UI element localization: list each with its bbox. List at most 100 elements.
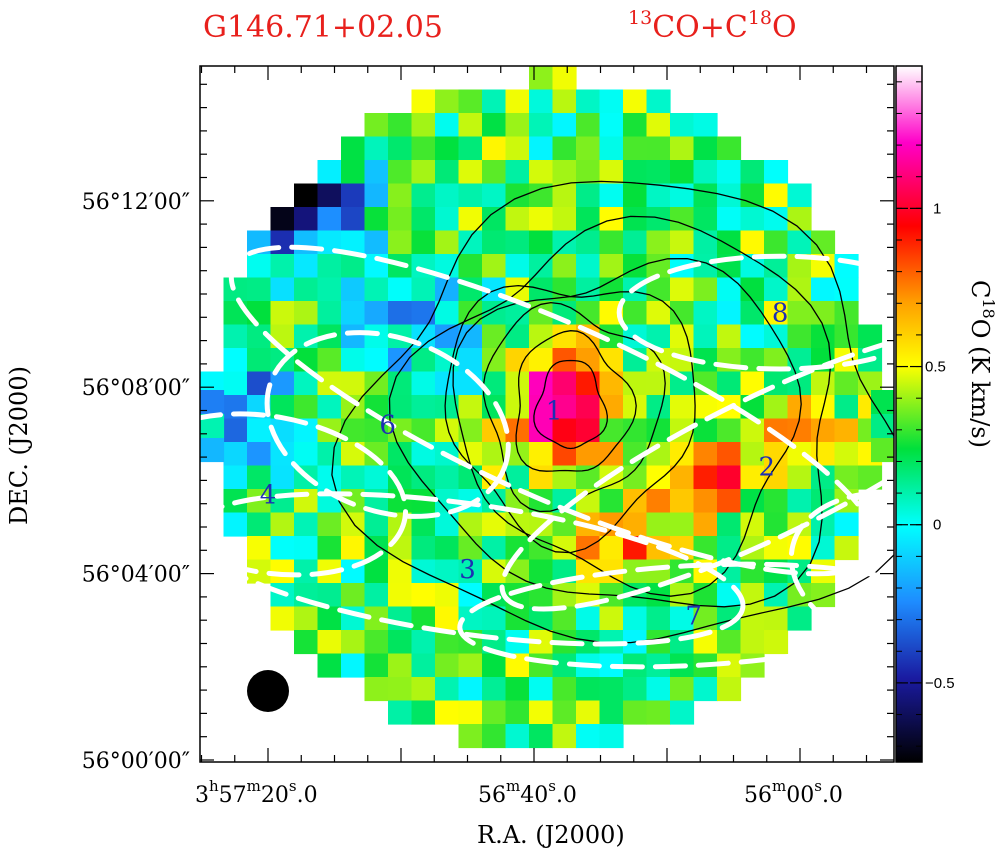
heatmap-cell (388, 677, 413, 702)
heatmap-cell (834, 536, 859, 561)
heatmap-cell (717, 160, 742, 185)
clump-label-8: 8 (772, 299, 789, 329)
heatmap-cell (435, 207, 460, 232)
heatmap-cell (529, 559, 554, 584)
heatmap-cell (388, 630, 413, 655)
y-tick-labels: 56°12′00″ 56°08′00″ 56°04′00″ 56°00′00″ (82, 190, 190, 774)
heatmap-cell (576, 254, 601, 279)
heatmap-cell (623, 160, 648, 185)
heatmap-cell (482, 183, 507, 208)
clump-labels: 12345678 (260, 299, 915, 632)
heatmap-cell (670, 677, 695, 702)
heatmap-cell (670, 160, 695, 185)
heatmap-cell (411, 89, 436, 114)
heatmap-cell (341, 348, 366, 373)
chart-title-right: 13CO+C18O (628, 7, 797, 45)
contour-line (444, 284, 696, 554)
colorbar-ticks: 1 0.5 0 −0.5 (896, 81, 955, 747)
heatmap-cell (317, 512, 342, 537)
heatmap-cell (576, 207, 601, 232)
heatmap-cell (505, 324, 530, 349)
heatmap-cell (482, 536, 507, 561)
heatmap-cell (505, 160, 530, 185)
heatmap-cell (764, 489, 789, 514)
heatmap-cell (247, 536, 272, 561)
heatmap-cell (317, 630, 342, 655)
heatmap-cell (834, 512, 859, 537)
heatmap-cell (740, 160, 765, 185)
heatmap-cell (717, 277, 742, 302)
heatmap-cell (505, 89, 530, 114)
heatmap-cell (693, 230, 718, 255)
heatmap-cell (223, 371, 248, 396)
heatmap-cell (670, 113, 695, 138)
heatmap-cell (576, 277, 601, 302)
heatmap-cell (341, 371, 366, 396)
heatmap-cell (623, 700, 648, 725)
heatmap-cell (411, 653, 436, 678)
heatmap-cell (670, 630, 695, 655)
heatmap-cell (623, 136, 648, 161)
heatmap-cell (764, 301, 789, 326)
heatmap-cell (599, 136, 624, 161)
heatmap-cell (787, 418, 812, 443)
heatmap-cell (552, 89, 577, 114)
heatmap-cell (811, 301, 836, 326)
colorbar-tick-label: −0.5 (925, 675, 955, 692)
heatmap-cell (529, 113, 554, 138)
heatmap-cell (435, 653, 460, 678)
heatmap-cell (529, 89, 554, 114)
heatmap-cell (646, 512, 671, 537)
heatmap-cell (317, 254, 342, 279)
heatmap-cell (341, 160, 366, 185)
heatmap-cell (294, 301, 319, 326)
heatmap-cell (599, 371, 624, 396)
heatmap-cell (529, 207, 554, 232)
contour-line (452, 257, 802, 597)
heatmap-cell (599, 254, 624, 279)
heatmap-cell (552, 371, 577, 396)
heatmap-cell (740, 183, 765, 208)
heatmap-cell (294, 606, 319, 631)
heatmap-cell (294, 395, 319, 420)
heatmap-cell (717, 465, 742, 490)
heatmap-cell (646, 559, 671, 584)
heatmap-cell (364, 559, 389, 584)
heatmap-cell (411, 301, 436, 326)
heatmap-cell (623, 207, 648, 232)
heatmap-cell (764, 606, 789, 631)
heatmap-cell (646, 418, 671, 443)
plot-frame (199, 65, 895, 763)
heatmap-cell (576, 700, 601, 725)
heatmap-cell (458, 512, 483, 537)
colorbar-label-a: C (966, 280, 994, 298)
clump-label-1: 1 (546, 397, 563, 427)
heatmap-cell (482, 254, 507, 279)
heatmap-cell (435, 559, 460, 584)
heatmap-cell (458, 160, 483, 185)
clump-label-6: 6 (379, 411, 396, 441)
heatmap-cell (599, 160, 624, 185)
title-species-b: O (772, 10, 797, 45)
heatmap-cell (717, 183, 742, 208)
heatmap-cell (552, 465, 577, 490)
heatmap-cell (670, 442, 695, 467)
heatmap-cell (317, 301, 342, 326)
heatmap-cell (787, 606, 812, 631)
heatmap-cell (552, 113, 577, 138)
heatmap-cell (552, 583, 577, 608)
heatmap-cell (529, 160, 554, 185)
heatmap-cell (529, 677, 554, 702)
heatmap-cell (764, 183, 789, 208)
heatmap-cell (223, 442, 248, 467)
heatmap-cell (552, 66, 577, 91)
heatmap-cell (411, 183, 436, 208)
heatmap-cell (552, 183, 577, 208)
heatmap-cell (599, 489, 624, 514)
heatmap-cell (458, 559, 483, 584)
heatmap-cell (623, 418, 648, 443)
heatmap-cell (482, 301, 507, 326)
heatmap-cell (388, 183, 413, 208)
heatmap-cell (247, 512, 272, 537)
heatmap-cell (670, 277, 695, 302)
